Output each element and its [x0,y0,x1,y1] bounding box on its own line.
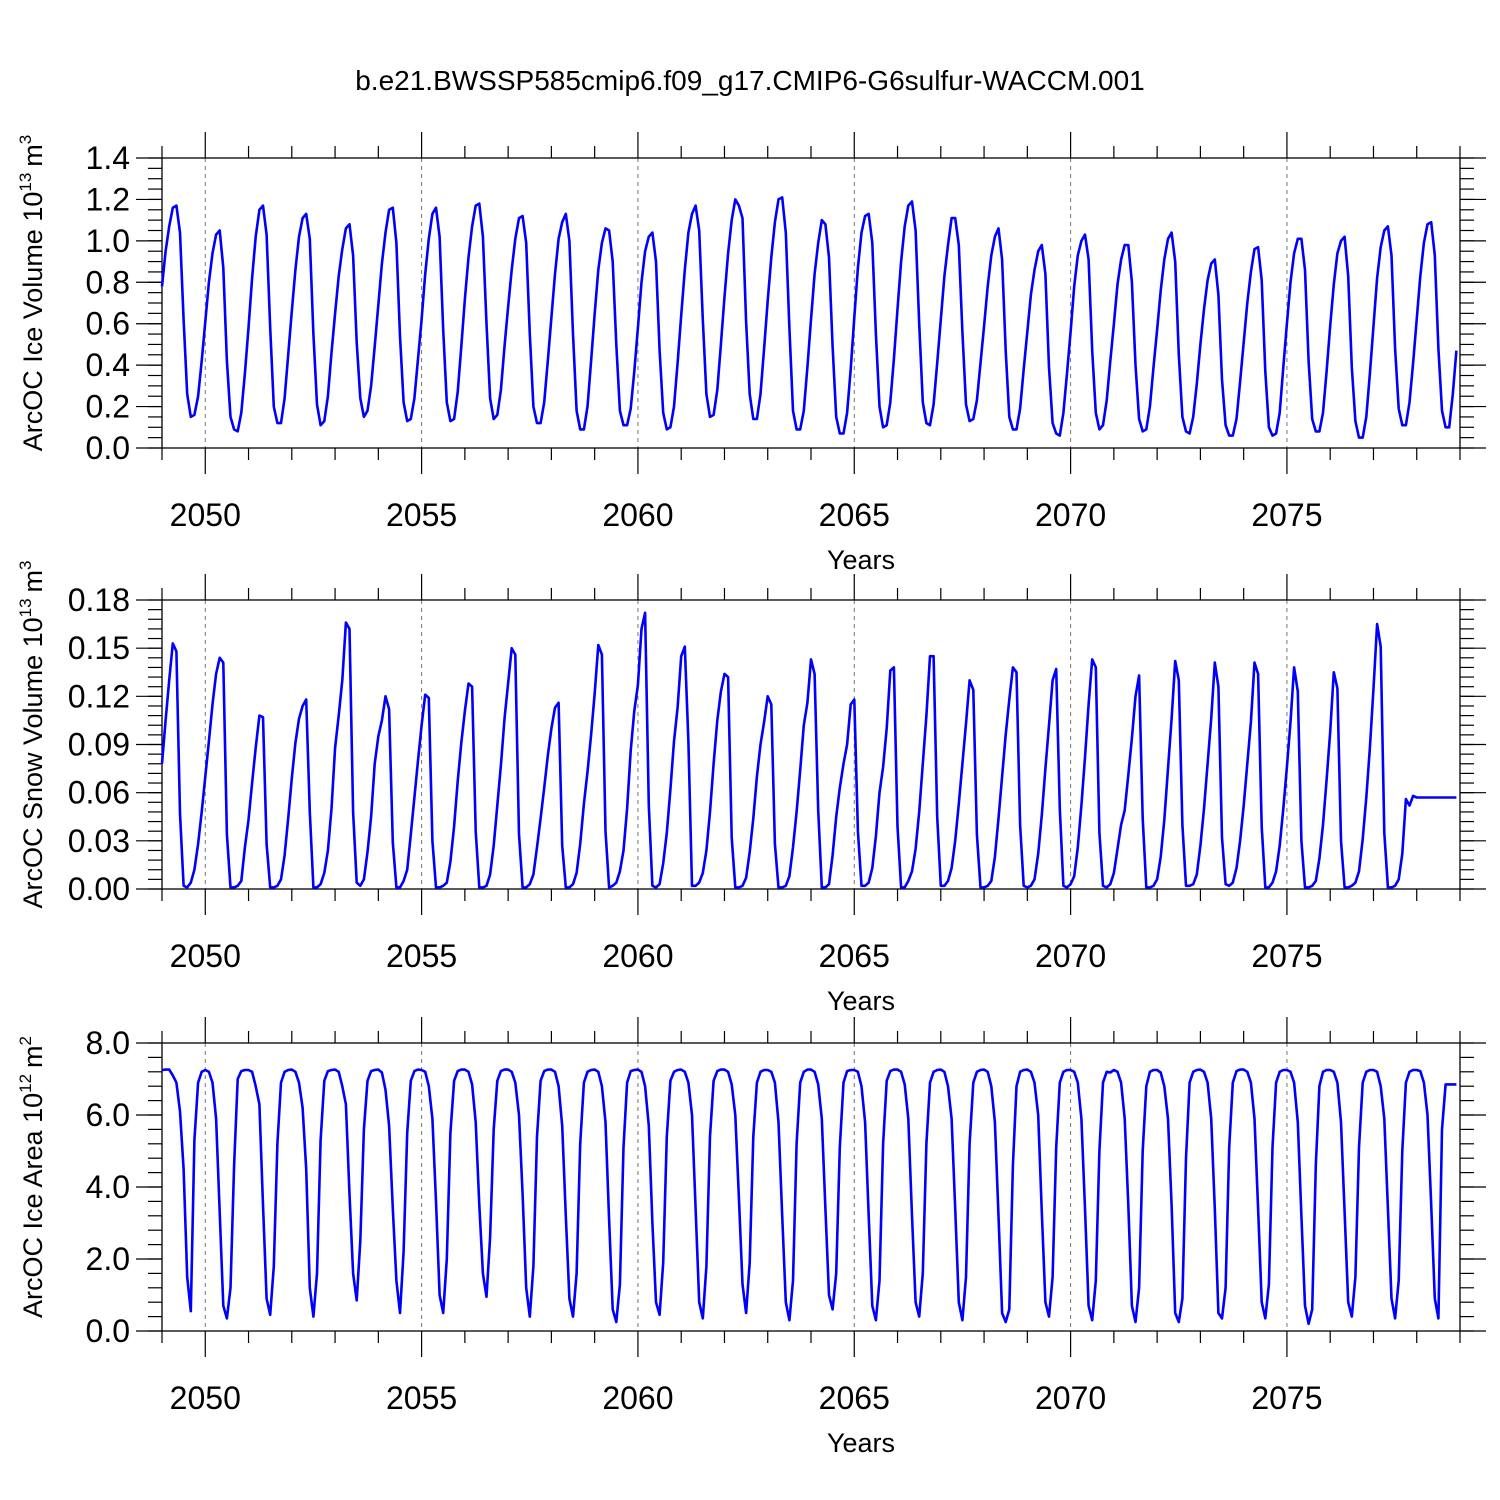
snow-volume-y-tick-label: 0.06 [68,775,130,811]
ice-area-x-tick-label: 2070 [1035,1380,1106,1416]
ice-area-panel: 2050 2055 2060 2065 2070 2075 0.0 2.0 4.0 6.0 8.0 Y… [16,1017,1486,1458]
snow-volume-y-tick-label: 0.03 [68,823,130,859]
snow-volume-plot-frame [161,599,1461,890]
ice-volume-x-axis-label: Years [827,545,895,575]
ice-volume-y-axis-label-text: ArcOC Ice Volume 10 [18,192,48,452]
snow-volume-x-tick-label: 2055 [386,938,457,974]
snow-volume-y-tick-label: 0.12 [68,678,130,714]
snow-volume-x-tick-label: 2065 [819,938,890,974]
ice-volume-y-tick-label: 0.0 [86,430,130,466]
snow-volume-y-tick-label: 0.00 [68,871,130,907]
snow-volume-y-tick-label: 0.18 [68,582,130,618]
ice-volume-y-axis-label-unit-exp: 3 [16,135,35,144]
snow-volume-x-tick-label: 2075 [1251,938,1322,974]
ice-area-y-axis-label-unit-exp: 2 [16,1036,35,1045]
ice-volume-x-tick-label: 2075 [1251,497,1322,533]
snow-volume-x-tick-label: 2060 [602,938,673,974]
ice-area-series-line-0 [161,1068,1457,1326]
ice-volume-y-tick-label: 0.8 [86,264,130,300]
ice-volume-y-tick-label: 0.6 [86,306,130,342]
ice-area-y-axis-label-unit: m [18,1045,48,1068]
snow-volume-y-tick-label: 0.15 [68,630,130,666]
ice-area-y-tick-label: 0.0 [86,1313,130,1349]
snow-volume-series-line-0 [160,611,1457,889]
ice-area-y-tick-label: 8.0 [86,1025,130,1061]
snow-volume-y-axis-label: ArcOC Snow Volume 1013 m3 [16,560,48,908]
ice-volume-series-line-0 [160,196,1458,439]
ice-area-y-axis-label: ArcOC Ice Area 1012 m2 [16,1036,48,1318]
ice-area-x-tick-label: 2060 [602,1380,673,1416]
ice-volume-y-axis-label-exp: 13 [16,173,35,192]
snow-volume-panel: 2050 2055 2060 2065 2070 2075 0.00 0.03 0.06 0.09… [16,560,1486,1016]
ice-area-y-tick-label: 6.0 [86,1097,130,1133]
snow-volume-x-tick-label: 2050 [170,938,241,974]
ice-area-y-axis-label-text: ArcOC Ice Area 10 [18,1093,48,1318]
ice-volume-y-tick-label: 1.2 [86,181,130,217]
ice-area-x-tick-label: 2050 [170,1380,241,1416]
snow-volume-y-tick-label: 0.09 [68,727,130,763]
snow-volume-x-axis-label: Years [827,986,895,1016]
ice-volume-y-tick-label: 0.2 [86,389,130,425]
ice-volume-x-tick-label: 2055 [386,497,457,533]
ice-area-x-axis-label: Years [827,1428,895,1458]
ice-area-y-tick-label: 2.0 [86,1241,130,1277]
ice-volume-x-tick-label: 2060 [602,497,673,533]
snow-volume-y-axis-label-unit: m [18,570,48,593]
ice-volume-y-tick-label: 1.4 [86,140,130,176]
snow-volume-x-tick-label: 2070 [1035,938,1106,974]
ice-volume-plot-frame [161,157,1461,449]
snow-volume-y-axis-label-unit-exp: 3 [16,560,35,569]
ice-area-y-axis-label-exp: 12 [16,1074,35,1093]
ice-area-x-tick-label: 2075 [1251,1380,1322,1416]
ice-volume-panel: 2050 2055 2060 2065 2070 2075 0.0 0.2 0.4 0.6 0.8 1… [16,132,1486,575]
ice-volume-x-tick-label: 2070 [1035,497,1106,533]
snow-volume-y-axis-label-text: ArcOC Snow Volume 10 [18,617,48,908]
chart-panels: 2050 2055 2060 2065 2070 2075 0.0 0.2 0.4 0.6 0.8 1… [16,132,1486,1458]
ice-area-y-tick-label: 4.0 [86,1169,130,1205]
ice-volume-x-tick-label: 2065 [819,497,890,533]
ice-volume-y-tick-label: 0.4 [86,347,130,383]
ice-volume-y-tick-label: 1.0 [86,223,130,259]
ice-area-x-tick-label: 2065 [819,1380,890,1416]
ice-volume-x-tick-label: 2050 [170,497,241,533]
ice-volume-y-axis-label: ArcOC Ice Volume 1013 m3 [16,135,48,452]
ice-volume-y-axis-label-unit: m [18,144,48,167]
snow-volume-y-axis-label-exp: 13 [16,598,35,617]
figure-title: b.e21.BWSSP585cmip6.f09_g17.CMIP6-G6sulf… [355,65,1145,96]
ice-area-x-tick-label: 2055 [386,1380,457,1416]
